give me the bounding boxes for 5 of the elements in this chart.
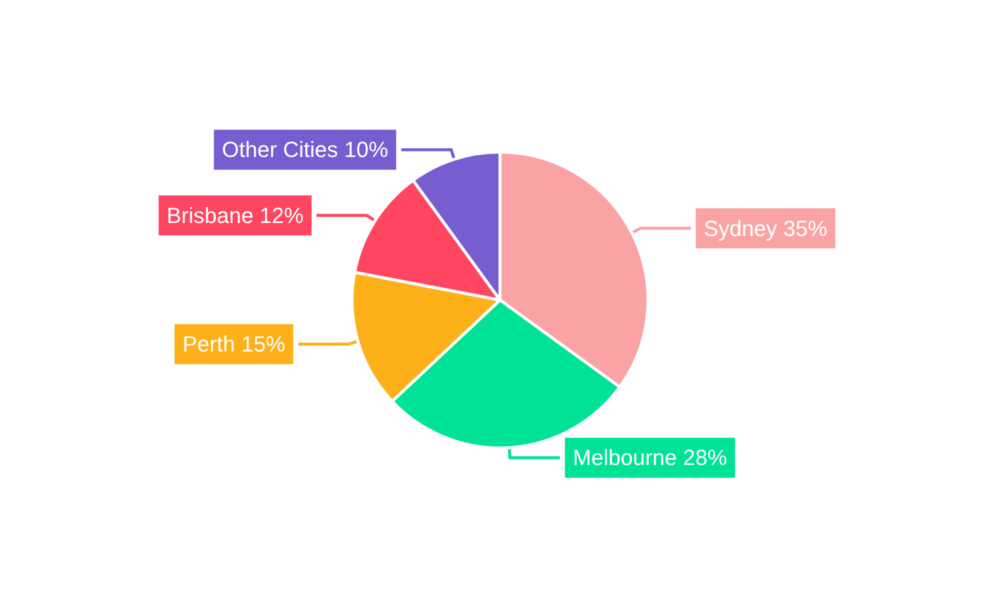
slice-label: Melbourne 28% xyxy=(572,445,728,470)
slice-label: Other Cities 10% xyxy=(222,137,388,162)
slice-label: Perth 15% xyxy=(182,332,286,357)
slice-label: Sydney 35% xyxy=(704,216,828,241)
slice-label: Brisbane 12% xyxy=(166,202,304,228)
